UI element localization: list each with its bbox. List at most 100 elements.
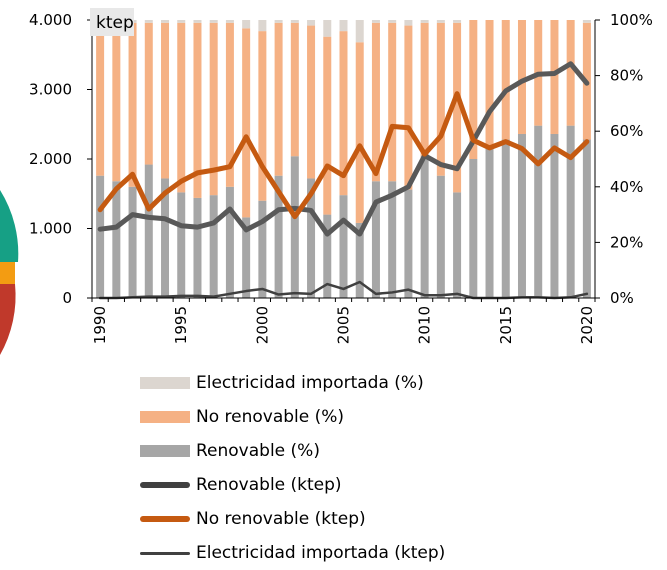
- pie-slice-orange: [0, 262, 15, 284]
- bar-no-renovable-pct-2006: [355, 42, 364, 223]
- line-renovable-ktep: [97, 61, 590, 237]
- bar-renovable-pct-2012: [453, 192, 462, 298]
- left-tick-label: 1.000: [29, 220, 72, 238]
- x-tick-label: 2000: [253, 306, 271, 344]
- pie-slice-red: [0, 284, 16, 355]
- partial-pie-graphic: [0, 190, 19, 355]
- bar-electricidad-importada-pct-1998: [225, 20, 234, 23]
- bar-electricidad-importada-pct-1995: [177, 20, 186, 23]
- legend-swatch: [140, 411, 190, 423]
- bar-renovable-pct-2016: [517, 133, 526, 298]
- bar-renovable-pct-2007: [371, 181, 380, 298]
- legend-item: No renovable (ktep): [140, 502, 445, 536]
- bar-electricidad-importada-pct-2020: [582, 20, 591, 23]
- legend-label: No renovable (ktep): [196, 509, 366, 529]
- bar-electricidad-importada-pct-2005: [339, 20, 348, 32]
- bar-no-renovable-pct-2013: [469, 20, 478, 159]
- legend-label: No renovable (%): [196, 407, 345, 427]
- bar-renovable-pct-2005: [339, 195, 348, 298]
- bar-renovable-pct-2013: [469, 159, 478, 298]
- bar-renovable-pct-2011: [436, 175, 445, 298]
- axes: 0 1.000 2.000 3.000 4.000 0% 20% 40% 60% 80% 100% 1…: [29, 11, 653, 344]
- bar-renovable-pct-1991: [112, 181, 121, 298]
- bar-renovable-pct-2008: [388, 181, 397, 298]
- bar-renovable-pct-2003: [307, 178, 316, 298]
- right-tick-label: 40%: [610, 178, 643, 196]
- bar-renovable-pct-2020: [582, 139, 591, 298]
- bar-electricidad-importada-pct-2009: [404, 20, 413, 26]
- bar-renovable-pct-2010: [420, 156, 429, 298]
- bar-electricidad-importada-pct-2000: [258, 20, 267, 32]
- bar-no-renovable-pct-2003: [307, 25, 316, 179]
- bar-renovable-pct-1994: [161, 178, 170, 298]
- bar-electricidad-importada-pct-2001: [274, 20, 283, 23]
- pie-slice-green: [0, 190, 19, 262]
- x-tick-label: 2020: [578, 306, 596, 344]
- bar-no-renovable-pct-1991: [112, 22, 121, 182]
- legend-label: Renovable (ktep): [196, 475, 342, 495]
- legend-label: Electricidad importada (%): [196, 373, 424, 393]
- chart: 0 1.000 2.000 3.000 4.000 0% 20% 40% 60% 80% 100% 1…: [0, 8, 653, 355]
- bar-no-renovable-pct-2002: [290, 22, 299, 157]
- bar-renovable-pct-2019: [566, 125, 575, 298]
- legend: Electricidad importada (%) No renovable (…: [140, 366, 445, 570]
- bar-no-renovable-pct-1998: [225, 22, 234, 187]
- bar-electricidad-importada-pct-1996: [193, 20, 202, 23]
- bar-renovable-pct-1997: [209, 195, 218, 298]
- bar-electricidad-importada-pct-2012: [453, 20, 462, 23]
- unit-label-box: [90, 8, 134, 36]
- bar-no-renovable-pct-2016: [517, 20, 526, 134]
- bar-series-group: [96, 20, 591, 298]
- bar-no-renovable-pct-1992: [128, 22, 137, 187]
- bar-no-renovable-pct-1997: [209, 22, 218, 196]
- legend-swatch: [140, 551, 190, 555]
- legend-label: Renovable (%): [196, 441, 320, 461]
- bar-renovable-pct-2001: [274, 175, 283, 298]
- left-tick-label: 0: [62, 289, 72, 307]
- left-tick-label: 2.000: [29, 150, 72, 168]
- bar-electricidad-importada-pct-1999: [242, 20, 251, 29]
- bar-renovable-pct-2002: [290, 156, 299, 298]
- bar-renovable-pct-2014: [485, 147, 494, 298]
- bar-no-renovable-pct-2011: [436, 22, 445, 176]
- x-tick-label: 1990: [91, 306, 109, 344]
- bar-electricidad-importada-pct-1997: [209, 20, 218, 23]
- bar-renovable-pct-1993: [144, 164, 153, 298]
- legend-item: Electricidad importada (%): [140, 366, 445, 400]
- bar-no-renovable-pct-2012: [453, 22, 462, 193]
- legend-item: Renovable (%): [140, 434, 445, 468]
- bar-electricidad-importada-pct-2011: [436, 20, 445, 23]
- bar-no-renovable-pct-2015: [501, 20, 510, 140]
- bar-no-renovable-pct-2018: [550, 20, 559, 134]
- x-tick-label: 2015: [497, 306, 515, 344]
- x-tick-label: 2010: [416, 306, 434, 344]
- bar-electricidad-importada-pct-2006: [355, 20, 364, 43]
- bar-electricidad-importada-pct-1993: [144, 20, 153, 23]
- bar-electricidad-importada-pct-2003: [307, 20, 316, 26]
- bar-no-renovable-pct-1995: [177, 22, 186, 193]
- bar-no-renovable-pct-1996: [193, 22, 202, 198]
- x-tick-label: 2005: [335, 306, 353, 344]
- bar-renovable-pct-2018: [550, 133, 559, 298]
- bar-no-renovable-pct-2008: [388, 22, 397, 182]
- bar-renovable-pct-2006: [355, 222, 364, 298]
- legend-label: Electricidad importada (ktep): [196, 543, 446, 563]
- legend-item: No renovable (%): [140, 400, 445, 434]
- bar-no-renovable-pct-2014: [485, 20, 494, 148]
- unit-label: ktep: [96, 13, 134, 33]
- bar-no-renovable-pct-2001: [274, 22, 283, 176]
- bar-no-renovable-pct-2004: [323, 36, 332, 215]
- legend-swatch: [140, 445, 190, 457]
- bar-no-renovable-pct-2007: [371, 22, 380, 182]
- right-tick-label: 20%: [610, 233, 643, 251]
- bar-renovable-pct-1990: [96, 175, 105, 298]
- right-tick-label: 60%: [610, 122, 643, 140]
- bar-electricidad-importada-pct-2002: [290, 20, 299, 23]
- bar-electricidad-importada-pct-2010: [420, 20, 429, 23]
- x-tick-label: 1995: [172, 306, 190, 344]
- bar-renovable-pct-2000: [258, 200, 267, 298]
- legend-item: Renovable (ktep): [140, 468, 445, 502]
- bar-renovable-pct-2015: [501, 139, 510, 298]
- bar-no-renovable-pct-2009: [404, 25, 413, 190]
- bar-renovable-pct-1996: [193, 197, 202, 298]
